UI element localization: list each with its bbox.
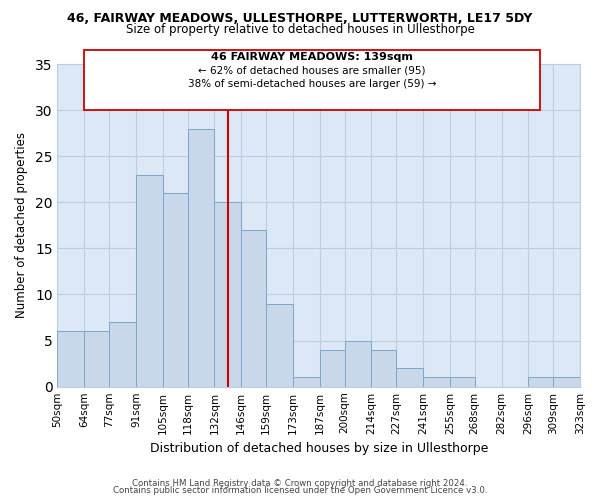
Bar	[163, 193, 188, 386]
Bar	[396, 368, 423, 386]
Bar	[109, 322, 136, 386]
X-axis label: Distribution of detached houses by size in Ullesthorpe: Distribution of detached houses by size …	[149, 442, 488, 455]
Bar	[136, 174, 163, 386]
Bar	[241, 230, 266, 386]
Bar	[450, 378, 475, 386]
Text: 46 FAIRWAY MEADOWS: 139sqm: 46 FAIRWAY MEADOWS: 139sqm	[211, 52, 413, 62]
Text: ← 62% of detached houses are smaller (95): ← 62% of detached houses are smaller (95…	[198, 66, 426, 76]
Text: 38% of semi-detached houses are larger (59) →: 38% of semi-detached houses are larger (…	[188, 80, 436, 90]
Bar	[344, 340, 371, 386]
Text: Size of property relative to detached houses in Ullesthorpe: Size of property relative to detached ho…	[125, 22, 475, 36]
Bar	[320, 350, 344, 387]
Bar	[214, 202, 241, 386]
Bar	[423, 378, 450, 386]
Bar	[84, 332, 109, 386]
Y-axis label: Number of detached properties: Number of detached properties	[15, 132, 28, 318]
Text: 46, FAIRWAY MEADOWS, ULLESTHORPE, LUTTERWORTH, LE17 5DY: 46, FAIRWAY MEADOWS, ULLESTHORPE, LUTTER…	[67, 12, 533, 26]
Bar	[266, 304, 293, 386]
Text: Contains HM Land Registry data © Crown copyright and database right 2024.: Contains HM Land Registry data © Crown c…	[132, 478, 468, 488]
Bar	[293, 378, 320, 386]
Bar	[371, 350, 396, 387]
Text: Contains public sector information licensed under the Open Government Licence v3: Contains public sector information licen…	[113, 486, 487, 495]
Bar	[84, 50, 540, 110]
Bar	[58, 332, 84, 386]
Bar	[188, 128, 214, 386]
Bar	[529, 378, 553, 386]
Bar	[553, 378, 580, 386]
